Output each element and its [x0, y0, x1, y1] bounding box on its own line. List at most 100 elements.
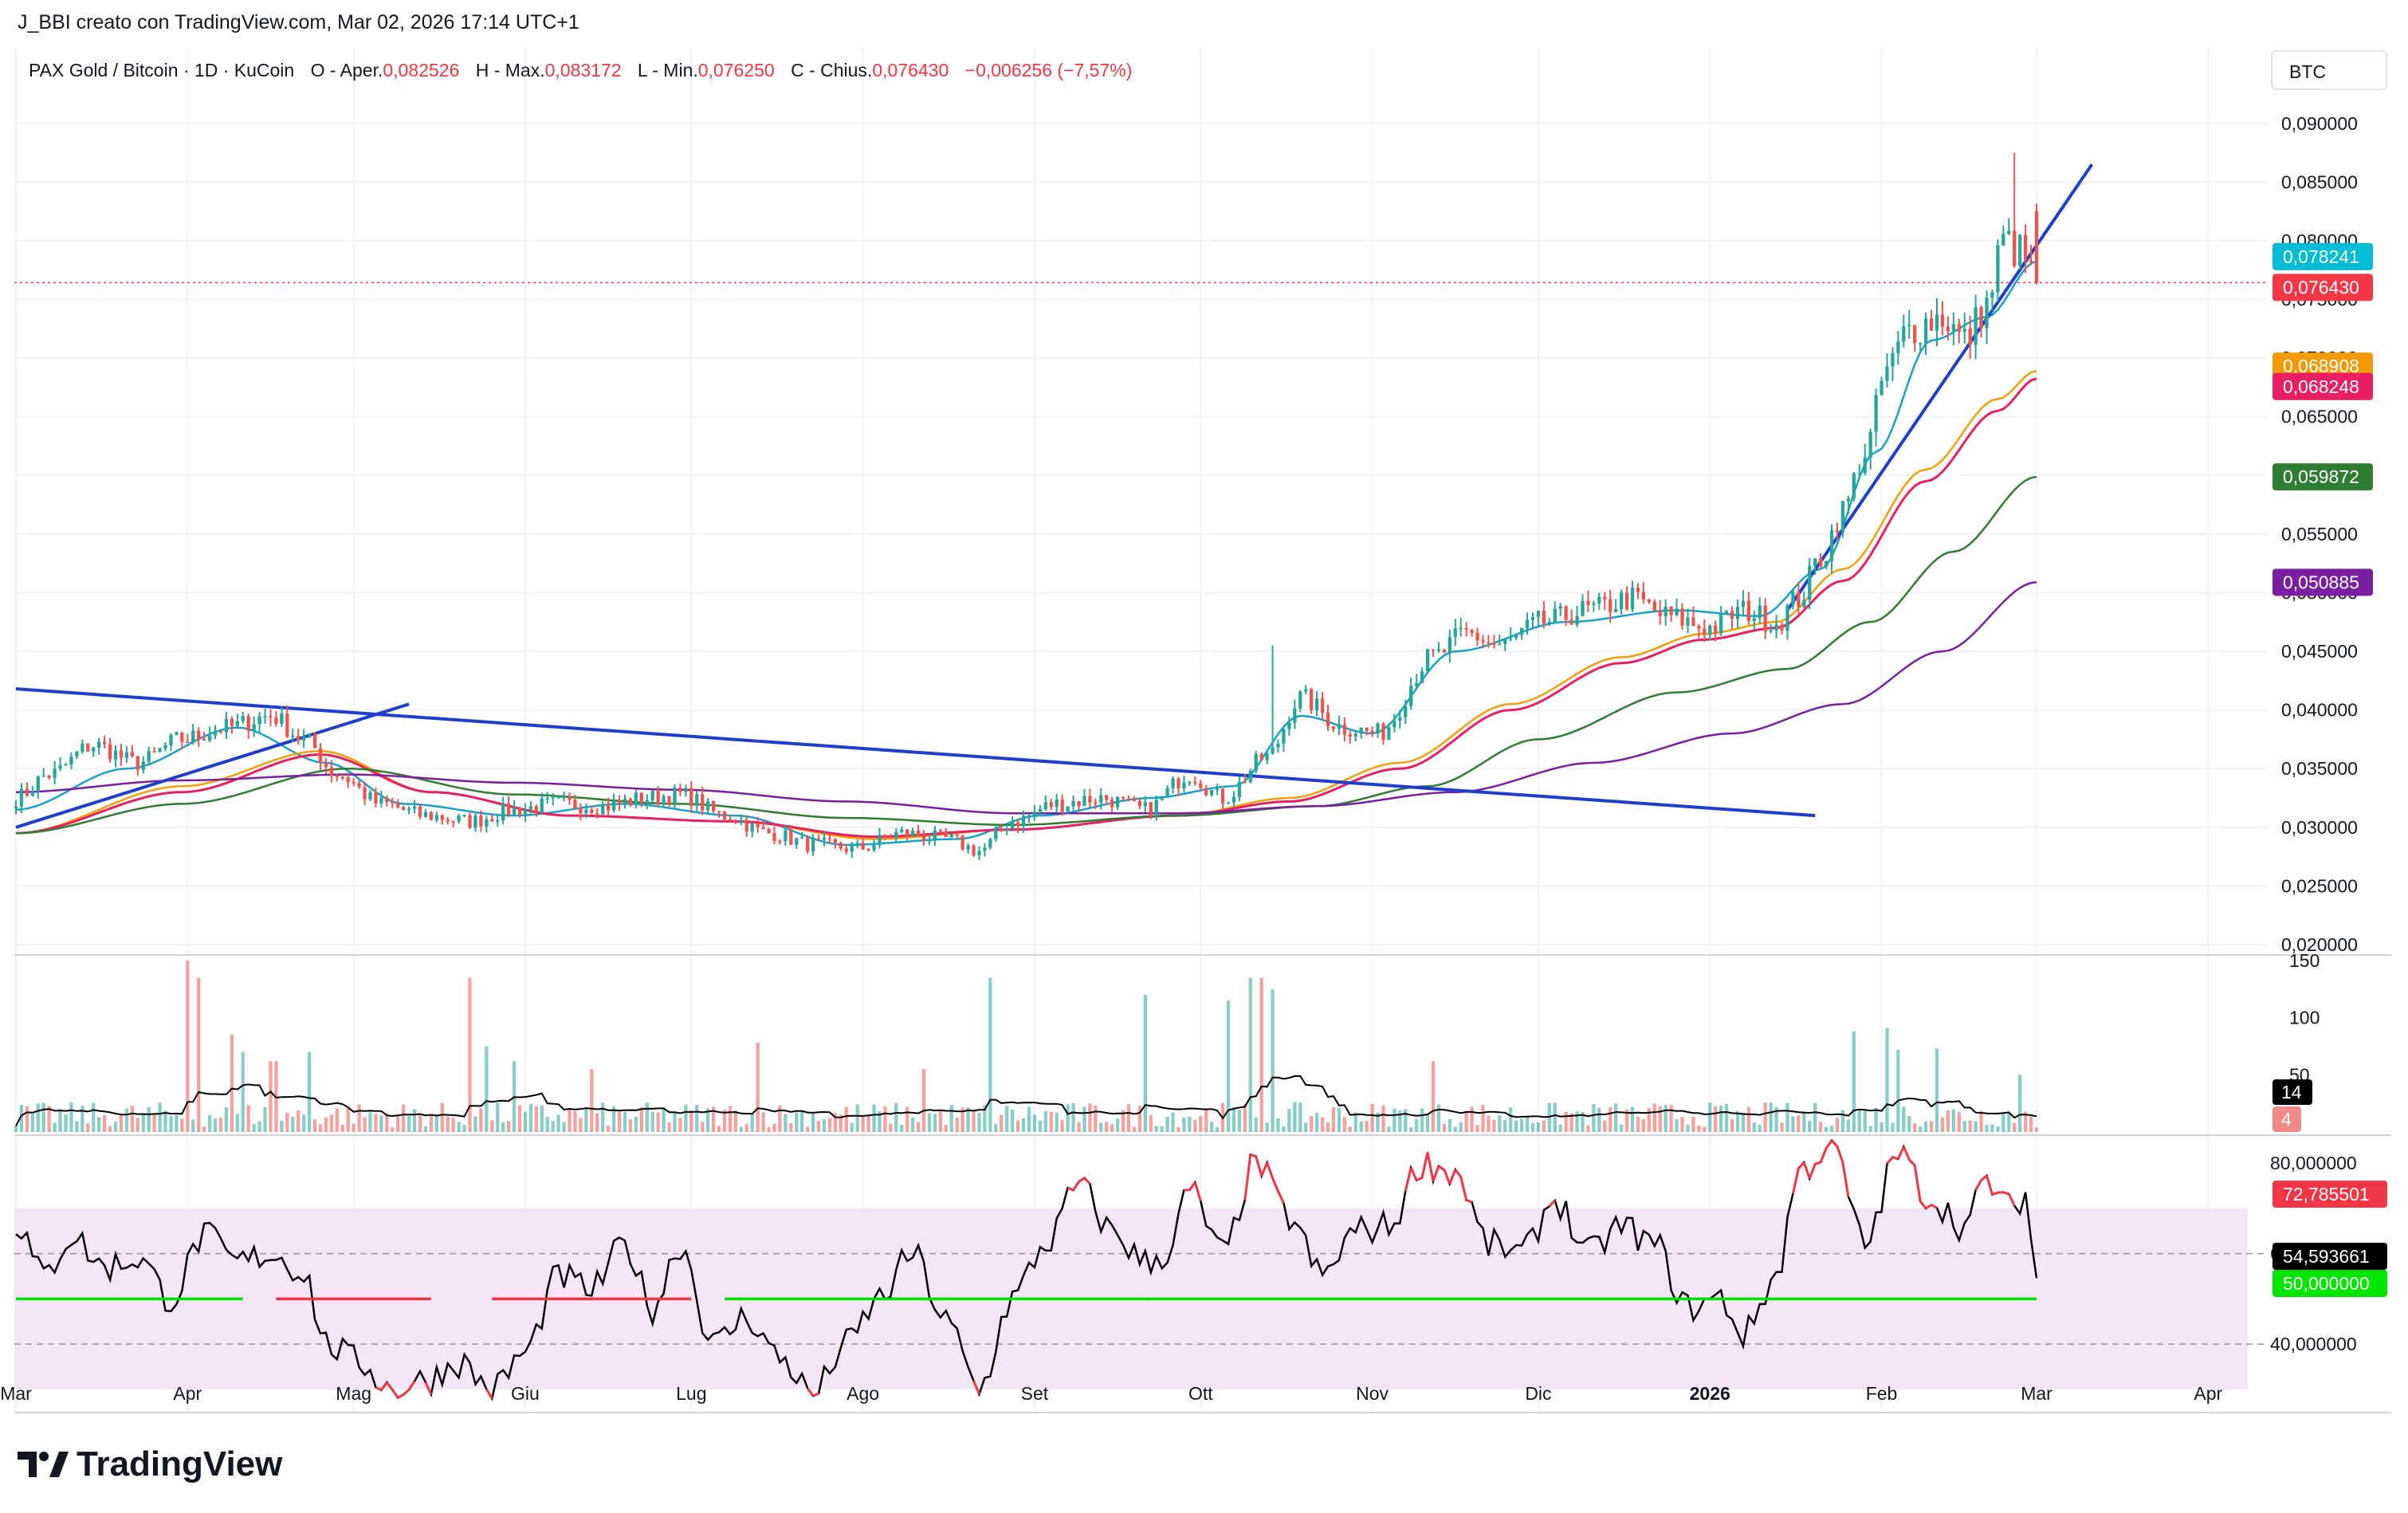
volume-bar — [1996, 1126, 2000, 1132]
candle-body — [1071, 801, 1075, 807]
volume-bar — [1614, 1103, 1618, 1132]
candle-body — [19, 788, 24, 807]
rsi-extreme-segment — [1802, 1161, 1811, 1179]
rsi-extreme-segment — [1255, 1156, 1263, 1177]
volume-bar — [601, 1102, 605, 1132]
rsi-extreme-segment — [812, 1392, 819, 1397]
candle-body — [1094, 802, 1098, 804]
volume-bar — [1027, 1106, 1031, 1132]
volume-bar — [1880, 1122, 1884, 1132]
last-price-tag-bg — [2272, 273, 2373, 301]
candle-body — [1985, 297, 1989, 328]
rsi-extreme-segment — [391, 1389, 399, 1399]
volume-bar — [1891, 1122, 1895, 1132]
price-axis: 0,0900000,0850000,0800000,0750000,070000… — [2281, 113, 2358, 955]
volume-bar — [1376, 1112, 1380, 1132]
candle-body — [1752, 618, 1756, 621]
candle-body — [1730, 611, 1734, 619]
ema-orange-tag: 0,068908 — [2272, 352, 2373, 380]
candle-body — [639, 792, 643, 804]
time-tick-label: Mag — [336, 1383, 371, 1404]
ema-red-line — [15, 377, 2037, 839]
candle-body — [1829, 530, 1834, 561]
volume-bar — [1813, 1102, 1817, 1132]
volume-bar — [263, 1106, 267, 1132]
time-tick-label: Mar — [2021, 1383, 2052, 1404]
candle-body — [191, 730, 195, 742]
candle-body — [1603, 596, 1607, 599]
volume-bar — [1204, 1109, 1208, 1132]
candle-body — [1913, 324, 1917, 344]
candle-body — [318, 748, 323, 764]
candle-body — [1962, 328, 1966, 332]
rsi-max-tag-bg — [2272, 1181, 2387, 1208]
candle-body — [701, 794, 705, 811]
rsi-extreme-segment — [1260, 1161, 1269, 1177]
candle-body — [1835, 530, 1840, 532]
candle-body — [1298, 691, 1302, 709]
candle-body — [47, 776, 51, 778]
volume-bar — [2007, 1112, 2011, 1132]
volume-bar — [1957, 1111, 1961, 1132]
candle-body — [1647, 599, 1651, 603]
candle-body — [789, 830, 793, 845]
volume-bar — [235, 1114, 239, 1132]
price-tick-label: 0,020000 — [2281, 934, 2358, 955]
candle-body — [1376, 723, 1380, 734]
candle-body — [1448, 637, 1451, 653]
candle-body — [402, 807, 406, 810]
candle-body — [1320, 698, 1325, 713]
volume-bar — [1569, 1113, 1573, 1132]
volume-bar — [47, 1106, 51, 1132]
volume-bar — [58, 1109, 62, 1132]
volume-bar — [921, 1069, 926, 1132]
candle-body — [462, 815, 466, 817]
volume-bar — [1398, 1110, 1402, 1132]
candle-body — [446, 819, 450, 822]
volume-bar — [1503, 1119, 1507, 1132]
volume-bar — [468, 977, 472, 1132]
candle-body — [1619, 592, 1624, 610]
volume-bar — [1066, 1104, 1070, 1132]
volume-bar — [606, 1126, 611, 1132]
volume-bar — [966, 1107, 970, 1132]
candle-body — [861, 843, 865, 850]
volume-bar — [19, 1104, 24, 1132]
volume-bar — [1935, 1048, 1939, 1132]
price-tick-label: 0,065000 — [2281, 407, 2358, 427]
candle-body — [972, 845, 976, 855]
rsi-extreme-segment — [2002, 1191, 2009, 1196]
volume-bar — [169, 1115, 173, 1132]
volume-bar — [1896, 1049, 1900, 1132]
volume-bar — [949, 1105, 953, 1132]
volume-bar — [795, 1112, 799, 1132]
volume-bar — [1609, 1107, 1613, 1132]
candle-body — [816, 839, 821, 841]
candle-body — [163, 745, 167, 749]
volume-bar — [1453, 1126, 1457, 1132]
volume-bar — [955, 1117, 959, 1132]
candle-body — [423, 812, 428, 817]
legend-open-label: O - Aper. — [311, 60, 383, 81]
candle-body — [429, 812, 434, 820]
candle-body — [496, 820, 500, 822]
candle-body — [329, 767, 334, 776]
tradingview-logo[interactable]: TradingView — [18, 1444, 282, 1484]
volume-bar — [1282, 1126, 1286, 1132]
time-tick-label: Nov — [1356, 1383, 1389, 1404]
volume-bar — [147, 1106, 151, 1132]
volume-bar — [523, 1111, 528, 1132]
candle-body — [434, 815, 438, 820]
ema-red-tag-bg — [2272, 372, 2373, 400]
candle-body — [806, 837, 810, 852]
volume-bar — [844, 1106, 848, 1132]
volume-bar — [1863, 1109, 1867, 1132]
candle-body — [1149, 802, 1153, 816]
volume-bar — [368, 1112, 372, 1132]
candle-body — [235, 721, 239, 726]
currency-box[interactable]: BTC — [2271, 50, 2387, 90]
volume-bar — [1885, 1028, 1889, 1132]
volume-bar — [1464, 1111, 1468, 1132]
volume-bar — [1808, 1120, 1812, 1132]
